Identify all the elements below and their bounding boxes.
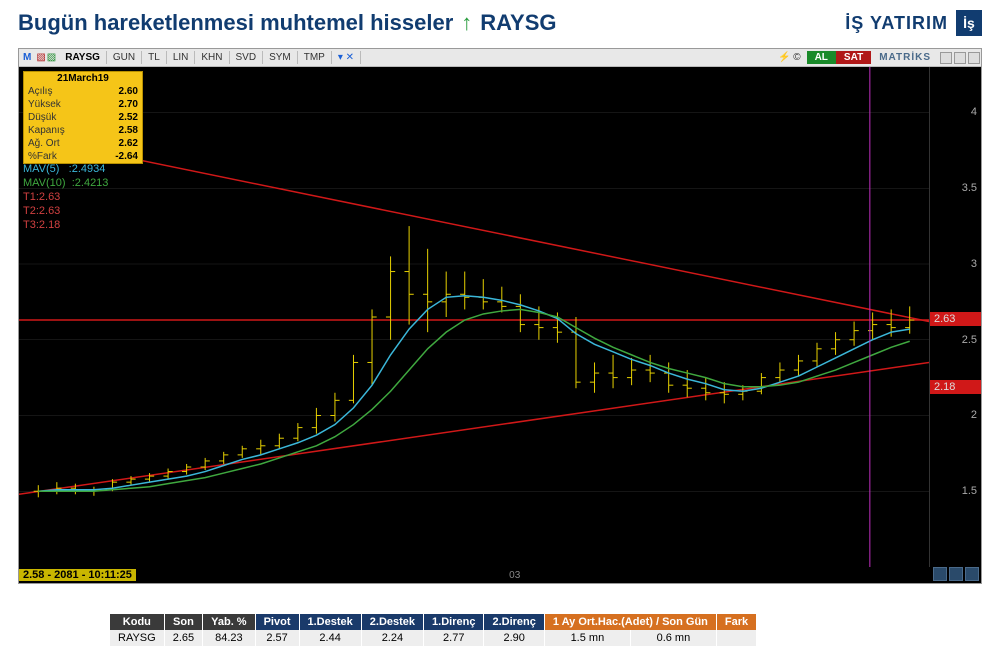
time-nav xyxy=(933,567,979,581)
toolbar-chart-icons: ▧▨ xyxy=(33,51,59,64)
mav10-value: :2.4213 xyxy=(72,177,109,189)
y-tick: 4 xyxy=(971,106,977,118)
time-axis-bar: 2.58 - 2081 - 10:11:25 03 xyxy=(19,567,981,583)
table-header: 1 Ay Ort.Hac.(Adet) / Son Gün xyxy=(544,614,716,630)
table-cell: 0.6 mn xyxy=(630,630,716,646)
ticker-title: RAYSG xyxy=(480,10,556,36)
table-cell: 2.65 xyxy=(164,630,202,646)
toolbar-ticker[interactable]: RAYSG xyxy=(59,51,107,64)
matriks-m-icon: M xyxy=(19,51,33,64)
toolbar-btn-tl[interactable]: TL xyxy=(142,51,167,64)
matriks-label: MATRİKS xyxy=(871,51,939,64)
table-header: Kodu xyxy=(110,614,164,630)
info-row: Yüksek2.70 xyxy=(24,98,142,111)
table-header: Fark xyxy=(716,614,756,630)
up-arrow-icon: ↑ xyxy=(461,10,472,36)
table-cell: 2.77 xyxy=(424,630,484,646)
brand-logo-icon: İş xyxy=(956,10,982,36)
y-tick: 2 xyxy=(971,409,977,421)
table-cell: RAYSG xyxy=(110,630,164,646)
scroll-right-icon[interactable] xyxy=(965,567,979,581)
mav5-label: MAV(5) xyxy=(23,163,59,175)
scroll-left-icon[interactable] xyxy=(949,567,963,581)
brand-text: İŞ YATIRIM xyxy=(845,13,948,34)
info-row: Düşük2.52 xyxy=(24,111,142,124)
minimize-icon[interactable] xyxy=(940,52,952,64)
t2-label: T2:2.63 xyxy=(23,204,108,218)
toolbar-btn-tmp[interactable]: TMP xyxy=(298,51,332,64)
toolbar-indicator-icons[interactable]: ⚡ © xyxy=(772,51,807,64)
chart-plot-area[interactable]: 21March19 Açılış2.60Yüksek2.70Düşük2.52K… xyxy=(19,67,929,567)
y-price-marker: 2.63 xyxy=(930,312,981,326)
refresh-icon[interactable] xyxy=(933,567,947,581)
table-header: Son xyxy=(164,614,202,630)
y-tick: 3 xyxy=(971,258,977,270)
y-price-marker: 2.18 xyxy=(930,380,981,394)
table-cell: 84.23 xyxy=(203,630,255,646)
info-date: 21March19 xyxy=(24,72,142,85)
y-tick: 1.5 xyxy=(962,485,977,497)
mav10-label: MAV(10) xyxy=(23,177,66,189)
table-header: 2.Destek xyxy=(361,614,423,630)
info-row: Açılış2.60 xyxy=(24,85,142,98)
chart-window: M ▧▨ RAYSG GUNTLLINKHNSVDSYMTMP ▾ ✕ ⚡ © … xyxy=(18,48,982,584)
table-header: 2.Direnç xyxy=(484,614,544,630)
y-tick: 3.5 xyxy=(962,182,977,194)
toolbar-btn-gun[interactable]: GUN xyxy=(107,51,142,64)
chart-canvas xyxy=(19,67,929,567)
y-axis: 1.5 2 2.5 3 3.5 4 2.63 2.18 xyxy=(929,67,981,567)
chart-toolbar: M ▧▨ RAYSG GUNTLLINKHNSVDSYMTMP ▾ ✕ ⚡ © … xyxy=(19,49,981,67)
table-header: Pivot xyxy=(255,614,299,630)
sell-button[interactable]: SAT xyxy=(836,51,871,64)
page-title: Bugün hareketlenmesi muhtemel hisseler xyxy=(18,10,453,36)
time-tick-label: 03 xyxy=(509,570,520,581)
buy-button[interactable]: AL xyxy=(807,51,836,64)
t3-label: T3:2.18 xyxy=(23,218,108,232)
toolbar-btn-lin[interactable]: LIN xyxy=(167,51,196,64)
info-row: Ağ. Ort2.62 xyxy=(24,137,142,150)
toolbar-btn-svd[interactable]: SVD xyxy=(230,51,264,64)
page-header: Bugün hareketlenmesi muhtemel hisseler ↑… xyxy=(0,0,1000,44)
toolbar-btn-sym[interactable]: SYM xyxy=(263,51,298,64)
time-stamp: 2.58 - 2081 - 10:11:25 xyxy=(19,569,136,581)
table-cell: 2.57 xyxy=(255,630,299,646)
summary-table: KoduSonYab. %Pivot1.Destek2.Destek1.Dire… xyxy=(110,614,757,646)
toolbar-btn-khn[interactable]: KHN xyxy=(195,51,229,64)
indicator-legend: MAV(5) :2.4934 MAV(10) :2.4213 T1:2.63 T… xyxy=(23,162,108,232)
table-header: Yab. % xyxy=(203,614,255,630)
table-header: 1.Destek xyxy=(299,614,361,630)
t1-label: T1:2.63 xyxy=(23,190,108,204)
mav5-value: :2.4934 xyxy=(69,163,106,175)
toolbar-dropdown-icon[interactable]: ▾ ✕ xyxy=(332,51,361,64)
close-icon[interactable] xyxy=(968,52,980,64)
table-cell xyxy=(716,630,756,646)
y-tick: 2.5 xyxy=(962,334,977,346)
table-header: 1.Direnç xyxy=(424,614,484,630)
table-cell: 1.5 mn xyxy=(544,630,630,646)
ohlc-info-box: 21March19 Açılış2.60Yüksek2.70Düşük2.52K… xyxy=(23,71,143,164)
maximize-icon[interactable] xyxy=(954,52,966,64)
info-row: Kapanış2.58 xyxy=(24,124,142,137)
table-cell: 2.44 xyxy=(299,630,361,646)
brand: İŞ YATIRIM İş xyxy=(845,10,982,36)
table-cell: 2.90 xyxy=(484,630,544,646)
table-cell: 2.24 xyxy=(361,630,423,646)
